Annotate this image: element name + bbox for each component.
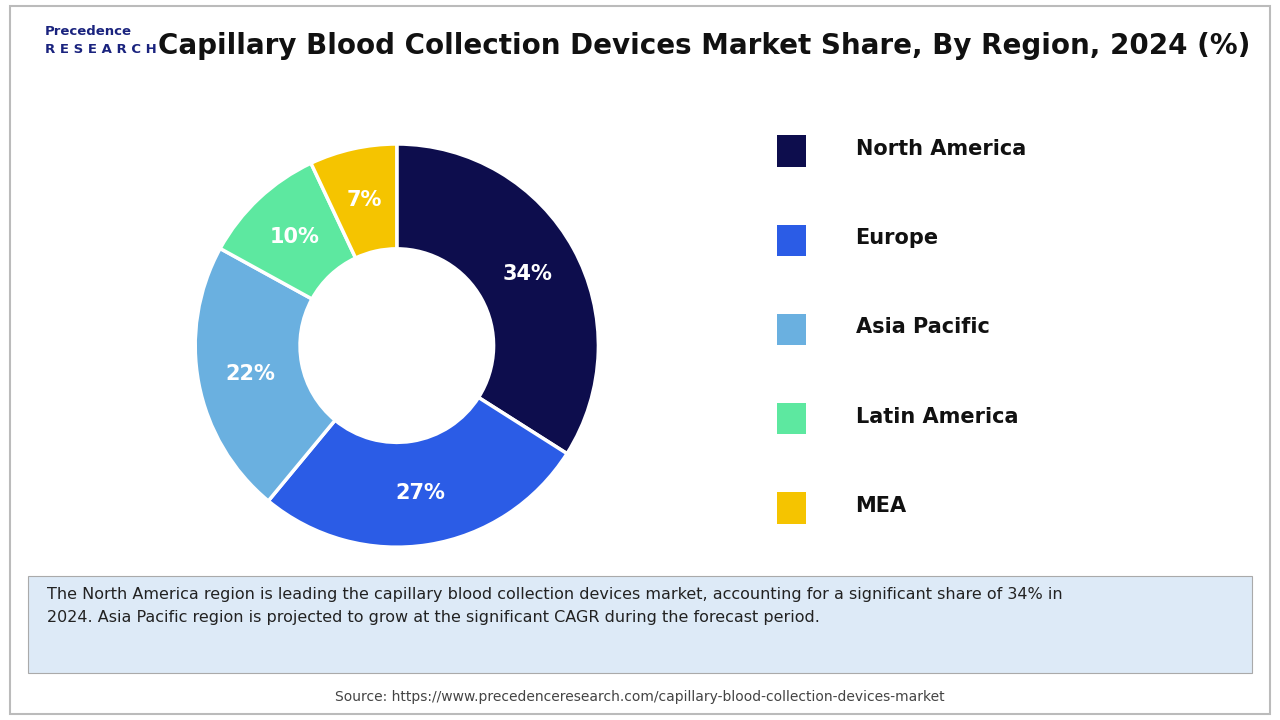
- Wedge shape: [269, 397, 567, 547]
- Text: 10%: 10%: [270, 227, 320, 247]
- Bar: [777, 492, 806, 523]
- Wedge shape: [220, 163, 356, 299]
- Text: 7%: 7%: [347, 190, 381, 210]
- Text: The North America region is leading the capillary blood collection devices marke: The North America region is leading the …: [47, 587, 1062, 625]
- Wedge shape: [397, 144, 598, 454]
- Bar: [777, 135, 806, 166]
- Bar: [777, 225, 806, 256]
- Bar: [777, 403, 806, 434]
- Wedge shape: [196, 248, 335, 501]
- Text: MEA: MEA: [855, 496, 906, 516]
- Text: Latin America: Latin America: [855, 407, 1018, 426]
- Text: Asia Pacific: Asia Pacific: [855, 318, 989, 337]
- Text: North America: North America: [855, 139, 1025, 158]
- Text: Europe: Europe: [855, 228, 938, 248]
- Wedge shape: [311, 144, 397, 258]
- Text: Precedence
R E S E A R C H: Precedence R E S E A R C H: [45, 25, 156, 56]
- Text: 34%: 34%: [503, 264, 553, 284]
- Text: Source: https://www.precedenceresearch.com/capillary-blood-collection-devices-ma: Source: https://www.precedenceresearch.c…: [335, 690, 945, 704]
- Bar: [777, 314, 806, 345]
- Text: Capillary Blood Collection Devices Market Share, By Region, 2024 (%): Capillary Blood Collection Devices Marke…: [157, 32, 1251, 60]
- Text: 22%: 22%: [225, 364, 275, 384]
- Text: 27%: 27%: [396, 483, 445, 503]
